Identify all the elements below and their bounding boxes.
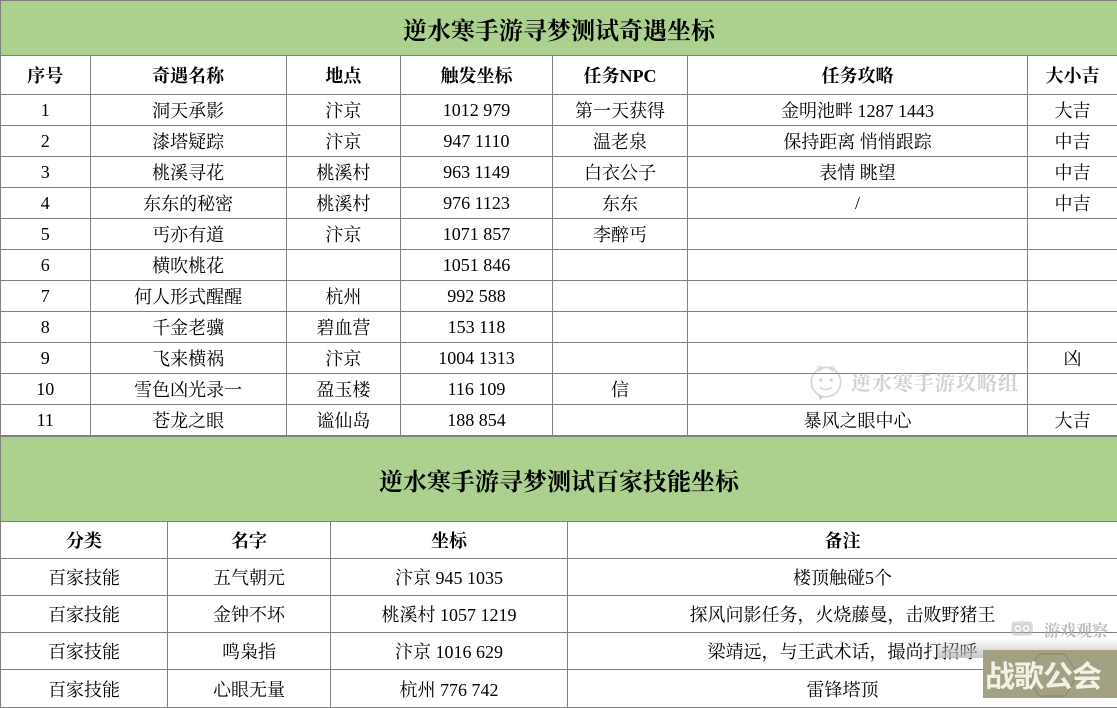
svg-text:战歌公会: 战歌公会 [985,661,1102,694]
